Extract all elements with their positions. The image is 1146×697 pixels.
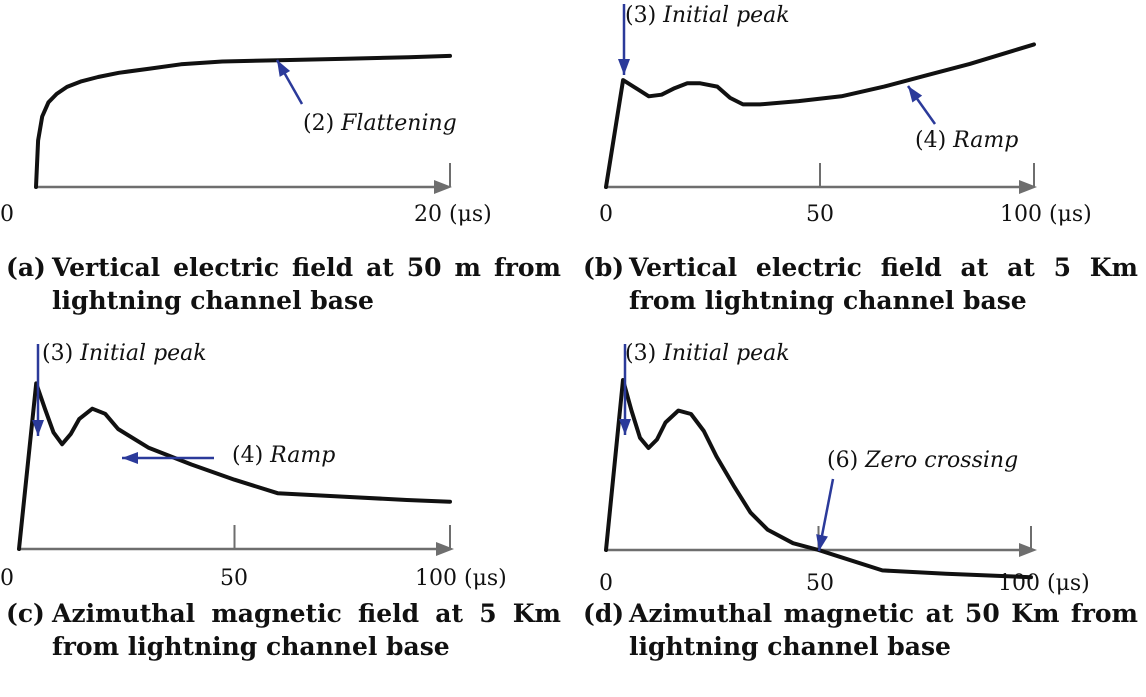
annotation-text: Initial peak	[662, 3, 789, 28]
x-tick-label: 50	[806, 571, 834, 596]
x-axis-arrowhead	[1019, 180, 1037, 194]
x-tick-label: 100 (μs)	[415, 566, 507, 591]
plot-d-svg: 0 50 100 (μs)(3) Initial peak(6) Zero cros…	[599, 341, 1090, 596]
subplot-d: 0 50 100 (μs) (3) Initial peak (6) Zero cros…	[581, 338, 1146, 608]
caption-c-tag: (c)	[6, 599, 45, 628]
series-line	[34, 53, 452, 189]
caption-b-text: Vertical electric field at at 5 Km from …	[629, 253, 1138, 315]
annotation-number: (4)	[915, 128, 953, 153]
annotation-number: (4)	[232, 443, 270, 468]
annotation-label: (4) Ramp	[232, 443, 335, 468]
caption-a-tag: (a)	[6, 253, 46, 282]
subplot-b: 0 50 100 (μs) (3) Initial peak (4) Ramp	[581, 0, 1146, 245]
plot-b-svg: 0 50 100 (μs) (3) Initial peak (4) Ramp	[599, 3, 1092, 227]
annotation-text: Initial peak	[662, 341, 789, 366]
x-axis-arrowhead	[1019, 543, 1037, 557]
caption-d: (d) Azimuthal magnetic at 50 Km from lig…	[583, 597, 1138, 663]
annotation-arrowhead	[122, 452, 138, 464]
caption-b-tag: (b)	[583, 253, 625, 282]
series-line	[17, 381, 452, 551]
annotation-text: Zero crossing	[864, 448, 1018, 473]
plot-c-svg: 0 50 100 (μs) (3) Initial peak (4) Ramp	[0, 341, 507, 591]
caption-d-text: Azimuthal magnetic at 50 Km from lightni…	[629, 599, 1138, 661]
annotation-text: Initial peak	[79, 341, 206, 366]
x-tick-label: 0	[599, 571, 613, 596]
x-axis-arrowhead	[436, 542, 454, 556]
plot-a-svg: 0 20 (μs) (2) Flattening	[0, 53, 492, 227]
x-tick-label: 50	[806, 202, 834, 227]
subplot-c: 0 50 100 (μs) (3) Initial peak (4) Ramp	[0, 338, 560, 608]
caption-a-text: Vertical electric field at 50 m from lig…	[52, 253, 561, 315]
caption-c: (c) Azimuthal magnetic field at 5 Km fro…	[6, 597, 561, 663]
caption-d-tag: (d)	[583, 599, 625, 628]
x-tick-label: 20 (μs)	[414, 202, 492, 227]
subplot-a: 0 20 (μs) (2) Flattening	[0, 0, 560, 245]
annotation-number: (3)	[42, 341, 80, 366]
annotation-label: (4) Ramp	[915, 128, 1018, 153]
x-axis-arrowhead	[434, 180, 452, 194]
series-line	[604, 378, 1033, 580]
annotation-number: (2)	[303, 111, 341, 136]
annotation-label: (2) Flattening	[303, 111, 457, 136]
annotation-number: (3)	[625, 341, 663, 366]
x-tick-label: 0	[599, 202, 613, 227]
annotation-label: (3) Initial peak	[625, 341, 790, 366]
annotation-number: (6)	[827, 448, 865, 473]
x-tick-label: 0	[0, 202, 14, 227]
series-line	[604, 42, 1036, 189]
annotation-arrowhead	[908, 86, 923, 103]
caption-b: (b) Vertical electric field at at 5 Km f…	[583, 251, 1138, 317]
caption-a: (a) Vertical electric field at 50 m from…	[6, 251, 561, 317]
caption-c-text: Azimuthal magnetic field at 5 Km from li…	[52, 599, 561, 661]
annotation-arrowhead	[816, 534, 828, 551]
annotation-arrowhead	[277, 60, 291, 77]
annotation-label: (3) Initial peak	[42, 341, 207, 366]
annotation-text: Ramp	[952, 128, 1018, 153]
annotation-label: (6) Zero crossing	[827, 448, 1018, 473]
annotation-text: Ramp	[269, 443, 335, 468]
x-tick-label: 50	[220, 566, 248, 591]
annotation-arrowhead	[32, 420, 44, 436]
x-tick-label: 100 (μs)	[1000, 202, 1092, 227]
annotation-number: (3)	[625, 3, 663, 28]
annotation-label: (3) Initial peak	[625, 3, 790, 28]
annotation-text: Flattening	[340, 111, 457, 136]
annotation-arrowhead	[618, 59, 630, 75]
annotation-arrowhead	[619, 419, 631, 435]
x-tick-label: 0	[0, 566, 14, 591]
